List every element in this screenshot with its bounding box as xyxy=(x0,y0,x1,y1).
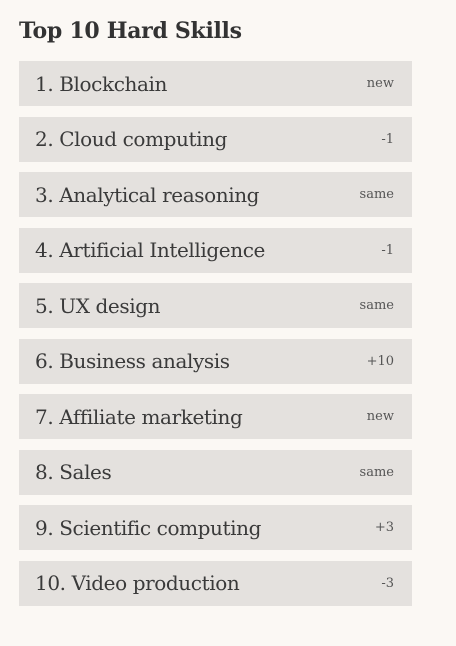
skill-label: 6. Business analysis xyxy=(35,349,230,373)
rank-change: same xyxy=(359,298,394,313)
skill-row: 2. Cloud computing -1 xyxy=(19,116,412,162)
skill-row: 7. Affiliate marketing new xyxy=(19,394,412,439)
rank-change: -1 xyxy=(381,242,394,258)
rank-change: -3 xyxy=(381,575,394,591)
rank-change: new xyxy=(366,76,394,91)
rank-change: same xyxy=(359,187,394,202)
skill-row: 10. Video production -3 xyxy=(19,560,412,606)
skill-row: 9. Scientific computing +3 xyxy=(19,505,412,550)
skill-row: 4. Artificial Intelligence -1 xyxy=(19,227,412,273)
rank-change: +3 xyxy=(374,520,394,535)
skill-label: 5. UX design xyxy=(35,293,161,318)
rank-change: +10 xyxy=(366,353,394,369)
skills-list: 1. Blockchain new 2. Cloud computing -1 … xyxy=(19,61,456,606)
skill-row: 3. Analytical reasoning same xyxy=(19,172,412,217)
rank-change: new xyxy=(366,409,394,424)
skill-row: 5. UX design same xyxy=(19,283,412,328)
skill-label: 9. Scientific computing xyxy=(35,515,262,540)
skill-label: 1. Blockchain xyxy=(35,71,167,96)
card-title: Top 10 Hard Skills xyxy=(19,18,242,44)
skill-label: 7. Affiliate marketing xyxy=(35,404,243,429)
skill-row: 6. Business analysis +10 xyxy=(19,338,412,384)
skill-label: 8. Sales xyxy=(35,460,112,484)
skill-row: 8. Sales same xyxy=(19,449,412,495)
skill-label: 2. Cloud computing xyxy=(35,127,228,151)
rank-change: -1 xyxy=(381,131,394,147)
skill-row: 1. Blockchain new xyxy=(19,61,412,106)
skill-label: 10. Video production xyxy=(35,571,240,595)
rank-change: same xyxy=(359,464,394,480)
skill-label: 4. Artificial Intelligence xyxy=(35,238,265,262)
skill-label: 3. Analytical reasoning xyxy=(35,182,260,207)
